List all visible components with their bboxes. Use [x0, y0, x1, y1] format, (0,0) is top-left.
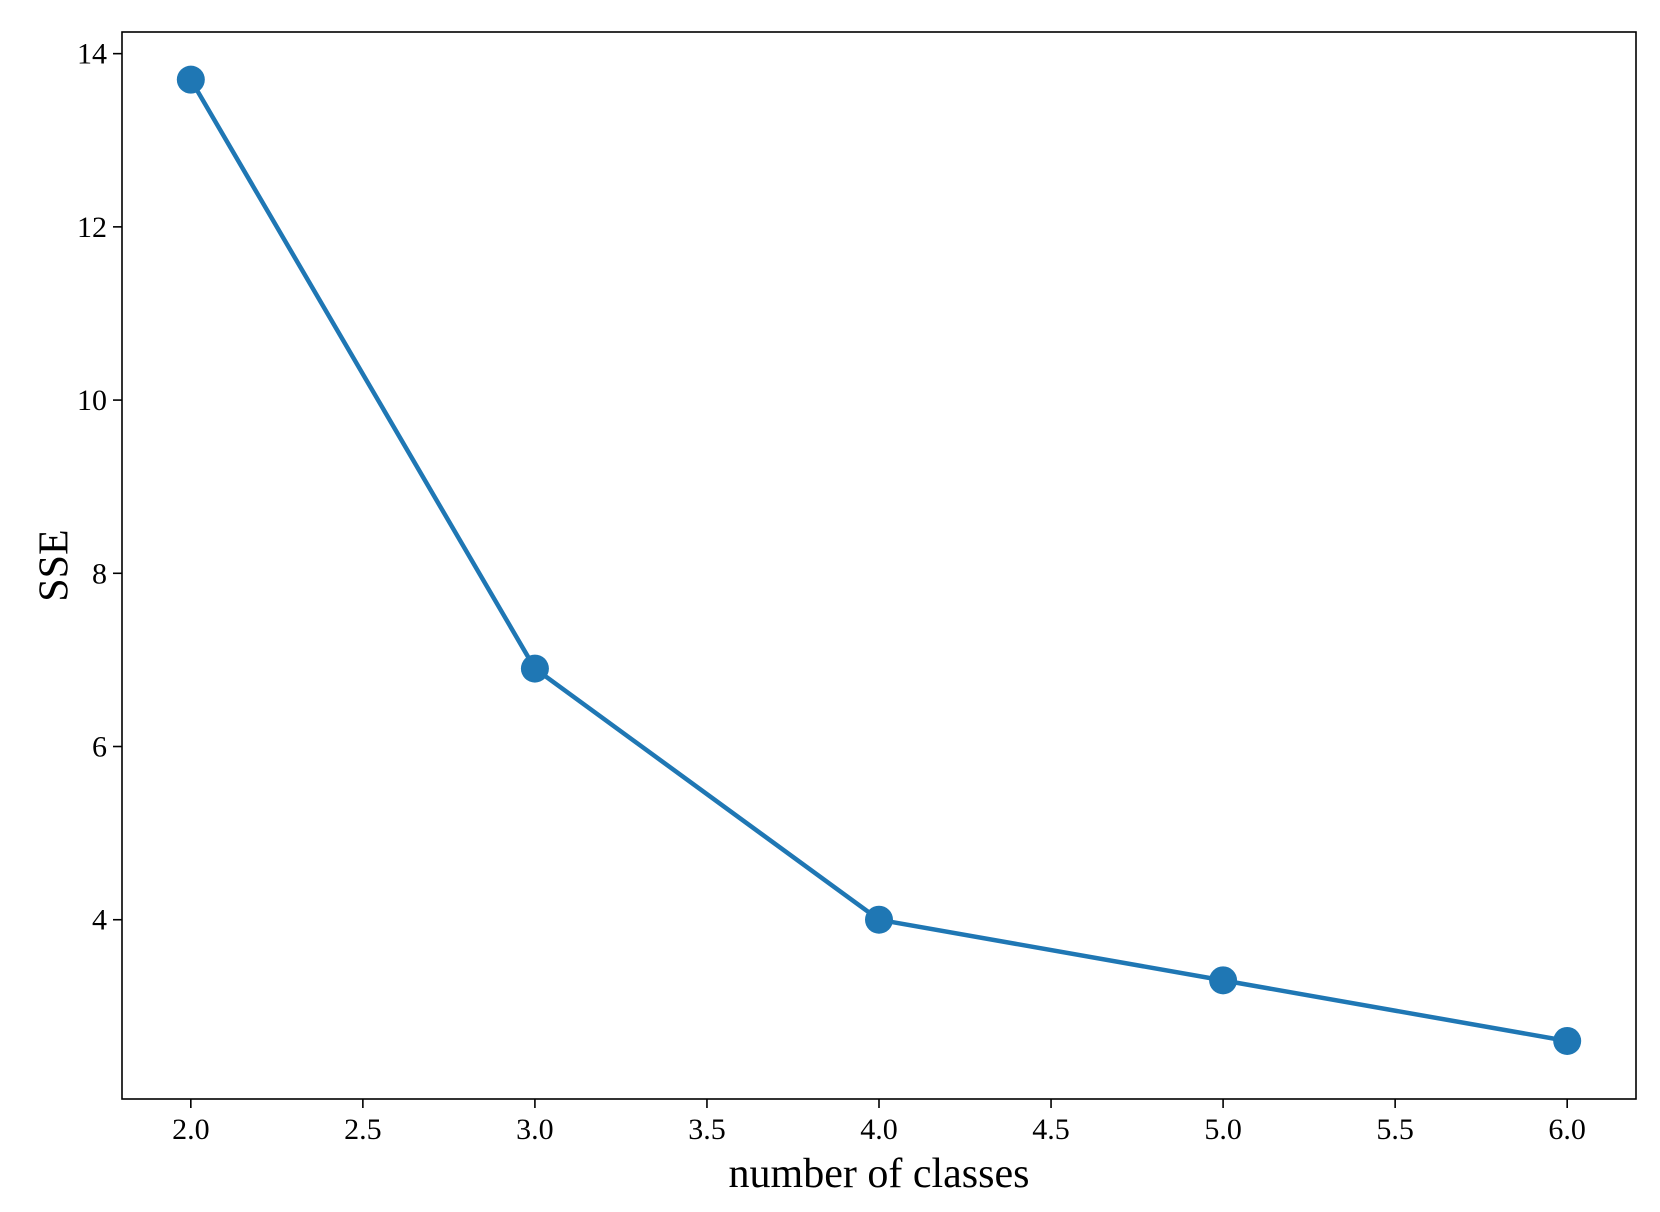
- data-point: [865, 905, 893, 934]
- y-axis-ticks: 4 6 8 10 12 14: [77, 38, 122, 937]
- x-tick-label: 2.5: [344, 1113, 382, 1146]
- data-point: [1553, 1026, 1582, 1055]
- data-point: [176, 65, 205, 94]
- x-tick-label: 6.0: [1548, 1113, 1586, 1146]
- x-tick-label: 4.0: [860, 1113, 898, 1146]
- data-point: [520, 654, 549, 683]
- y-tick-label: 14: [77, 38, 107, 71]
- y-tick-label: 8: [92, 557, 107, 590]
- x-tick-label: 2.0: [172, 1113, 210, 1146]
- x-axis-title: number of classes: [729, 1151, 1030, 1197]
- series-layer: [176, 65, 1582, 1055]
- data-point: [1209, 966, 1238, 995]
- y-tick-label: 10: [77, 384, 107, 417]
- x-axis-ticks: 2.0 2.5 3.0 3.5 4.0 4.5 5.0 5.5 6.0: [172, 1099, 1586, 1146]
- x-tick-label: 3.5: [688, 1113, 726, 1146]
- x-tick-label: 3.0: [516, 1113, 554, 1146]
- x-tick-label: 4.5: [1032, 1113, 1070, 1146]
- y-tick-label: 6: [92, 731, 107, 764]
- y-axis-title: SSE: [32, 529, 78, 601]
- x-tick-label: 5.0: [1204, 1113, 1242, 1146]
- y-tick-label: 12: [77, 211, 107, 244]
- x-tick-label: 5.5: [1376, 1113, 1414, 1146]
- y-tick-label: 4: [92, 904, 107, 937]
